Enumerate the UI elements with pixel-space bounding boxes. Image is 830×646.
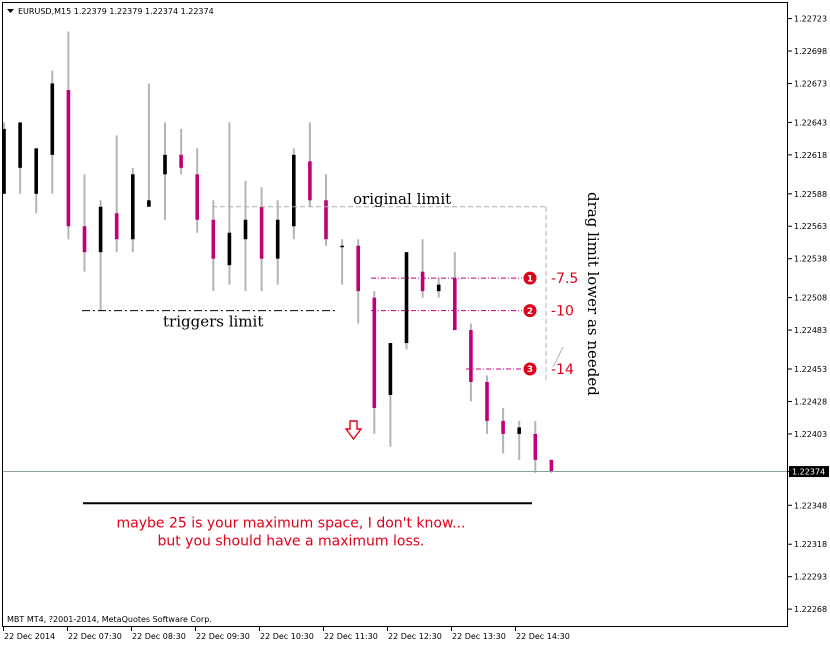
y-tick-label: 1.22563: [794, 222, 827, 231]
max-loss-note-line-2: but you should have a maximum loss.: [157, 533, 424, 549]
bull-candle-body: [131, 174, 135, 240]
bear-candle-body: [420, 271, 425, 292]
bear-candle-body: [259, 206, 264, 259]
bear-candle-body: [501, 420, 505, 434]
bull-candle-body: [275, 219, 280, 259]
bear-candle-body: [356, 245, 360, 292]
sell-arrow-icon: [344, 420, 363, 441]
bear-candle-body: [211, 219, 216, 259]
bear-candle-body: [179, 154, 183, 168]
candle-bodies: [2, 83, 554, 472]
y-tick-label: 1.22508: [794, 294, 827, 303]
drag-pointer-line: [552, 346, 564, 368]
y-tick-label: 1.22643: [794, 118, 827, 127]
bull-candle-body: [517, 427, 521, 434]
y-tick-label: 1.22318: [794, 540, 827, 549]
bear-candle-body: [485, 381, 489, 421]
x-tick-label: 22 Dec 12:30: [388, 632, 442, 641]
limit-annotations: [82, 206, 564, 384]
bull-candle-body: [163, 154, 167, 175]
original-limit-label: original limit: [353, 190, 451, 208]
y-tick-label: 1.22723: [794, 15, 827, 24]
bull-candle-body: [404, 252, 409, 344]
bear-candle-body: [324, 200, 328, 240]
y-tick-label: 1.22588: [794, 190, 827, 199]
bear-candle-body: [533, 433, 538, 460]
bear-candle-body: [372, 297, 377, 408]
marker-2-badge: [523, 304, 537, 318]
x-tick-label: 22 Dec 10:30: [260, 632, 314, 641]
y-tick-label: 1.22268: [794, 605, 827, 614]
y-tick-label: 1.22348: [794, 501, 827, 510]
marker-3-badge: [523, 362, 537, 376]
bull-candle-body: [50, 83, 55, 155]
bull-candle-body: [98, 206, 103, 253]
copyright-footer: MBT MT4, ?2001-2014, MetaQuotes Software…: [7, 615, 212, 624]
y-tick-label: 1.22403: [794, 430, 827, 439]
y-tick-label: 1.22538: [794, 255, 827, 264]
x-tick-label: 22 Dec 13:30: [452, 632, 506, 641]
marker-2-value: -10: [551, 304, 574, 320]
marker-1-number: 1: [527, 274, 533, 284]
y-tick-label: 1.22453: [794, 365, 827, 374]
bull-candle-body: [34, 148, 38, 194]
current-price-label: 1.22374: [792, 468, 825, 477]
bear-candle-body: [469, 330, 473, 382]
current-price-tag: [789, 466, 829, 478]
bear-candle-body: [195, 174, 199, 220]
symbol-dropdown-icon[interactable]: [7, 9, 14, 13]
y-tick-label: 1.22293: [794, 573, 827, 582]
y-tick-label: 1.22673: [794, 79, 827, 88]
y-tick-label: 1.22483: [794, 326, 827, 335]
bull-candle-body: [147, 200, 151, 207]
triggers-limit-label: triggers limit: [163, 313, 263, 331]
bear-candle-body: [308, 161, 312, 201]
bull-candle-body: [292, 154, 296, 227]
bull-candle-body: [227, 232, 232, 266]
bull-candle-body: [436, 284, 441, 292]
bull-candle-body: [18, 122, 22, 168]
marker-3: 3 -14: [523, 362, 574, 378]
bull-candle-body: [2, 128, 6, 194]
x-tick-label: 22 Dec 09:30: [196, 632, 250, 641]
bear-candle-body: [549, 459, 554, 472]
marker-2-number: 2: [527, 307, 533, 317]
marker-1-value: -7.5: [551, 271, 578, 287]
marker-2: 2 -10: [523, 304, 574, 320]
x-tick-label: 22 Dec 08:30: [132, 632, 186, 641]
y-tick-label: 1.22698: [794, 47, 827, 56]
x-tick-label: 22 Dec 2014: [4, 632, 55, 641]
drag-limit-note: drag limit lower as needed: [584, 192, 602, 396]
time-axis: 22 Dec 2014 22 Dec 07:30 22 Dec 08:30 22 De…: [3, 626, 570, 641]
bear-candle-body: [114, 213, 119, 240]
bear-candle-body: [453, 278, 457, 331]
y-tick-label: 1.22618: [794, 151, 827, 160]
x-tick-label: 22 Dec 14:30: [516, 632, 570, 641]
x-tick-label: 22 Dec 11:30: [324, 632, 378, 641]
bull-candle-body: [388, 343, 393, 395]
symbol-header: EURUSD,M15 1.22379 1.22379 1.22374 1.223…: [18, 7, 214, 16]
bear-candle-body: [82, 226, 87, 253]
x-tick-label: 22 Dec 07:30: [68, 632, 122, 641]
bear-candle-body: [66, 89, 71, 227]
marker-3-value: -14: [551, 362, 574, 378]
marker-1-badge: [523, 271, 537, 285]
marker-3-number: 3: [527, 365, 533, 375]
marker-1: 1 -7.5: [523, 271, 578, 287]
bull-candle-body: [340, 245, 344, 248]
bull-candle-body: [243, 219, 248, 240]
plot-frame: [2, 2, 788, 627]
max-loss-note-line-1: maybe 25 is your maximum space, I don't …: [117, 515, 466, 531]
y-tick-label: 1.22428: [794, 397, 827, 406]
